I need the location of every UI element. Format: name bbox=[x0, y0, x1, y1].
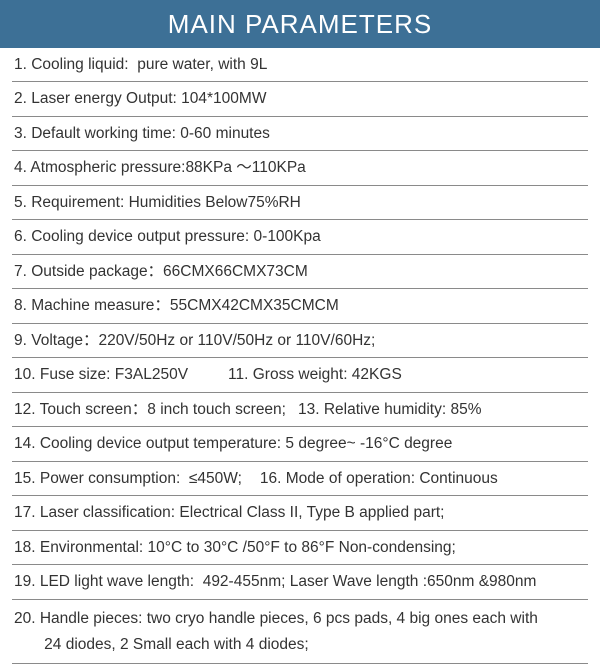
param-row: 5. Requirement: Humidities Below75%RH bbox=[12, 186, 588, 220]
param-row: 18. Environmental: 10°C to 30°C /50°F to… bbox=[12, 531, 588, 565]
param-row: 2. Laser energy Output: 104*100MW bbox=[12, 82, 588, 116]
param-left: 15. Power consumption: ≤450W; bbox=[14, 468, 242, 490]
param-row-dual: 10. Fuse size: F3AL250V 11. Gross weight… bbox=[12, 358, 588, 392]
param-row: 8. Machine measure：55CMX42CMX35CMCM bbox=[12, 289, 588, 323]
param-row: 20. Handle pieces: two cryo handle piece… bbox=[12, 600, 588, 665]
param-row: 7. Outside package：66CMX66CMX73CM bbox=[12, 255, 588, 289]
page-title: MAIN PARAMETERS bbox=[168, 9, 432, 40]
param-right: 13. Relative humidity: 85% bbox=[298, 399, 482, 421]
param-left: 10. Fuse size: F3AL250V bbox=[14, 364, 188, 386]
param-row: 17. Laser classification: Electrical Cla… bbox=[12, 496, 588, 530]
param-right: 16. Mode of operation: Continuous bbox=[260, 468, 498, 490]
parameters-list: 1. Cooling liquid: pure water, with 9L 2… bbox=[0, 48, 600, 664]
param-row-dual: 15. Power consumption: ≤450W; 16. Mode o… bbox=[12, 462, 588, 496]
param-row: 4. Atmospheric pressure:88KPa ～110KPa bbox=[12, 151, 588, 185]
param-row: 9. Voltage：220V/50Hz or 110V/50Hz or 110… bbox=[12, 324, 588, 358]
param-row: 6. Cooling device output pressure: 0-100… bbox=[12, 220, 588, 254]
header-bar: MAIN PARAMETERS bbox=[0, 0, 600, 48]
param-row-dual: 12. Touch screen：8 inch touch screen; 13… bbox=[12, 393, 588, 427]
param-left: 12. Touch screen：8 inch touch screen; bbox=[14, 399, 286, 421]
param-row: 3. Default working time: 0-60 minutes bbox=[12, 117, 588, 151]
param-row: 19. LED light wave length: 492-455nm; La… bbox=[12, 565, 588, 599]
param-row: 14. Cooling device output temperature: 5… bbox=[12, 427, 588, 461]
param-right: 11. Gross weight: 42KGS bbox=[228, 364, 402, 386]
param-row: 1. Cooling liquid: pure water, with 9L bbox=[12, 48, 588, 82]
